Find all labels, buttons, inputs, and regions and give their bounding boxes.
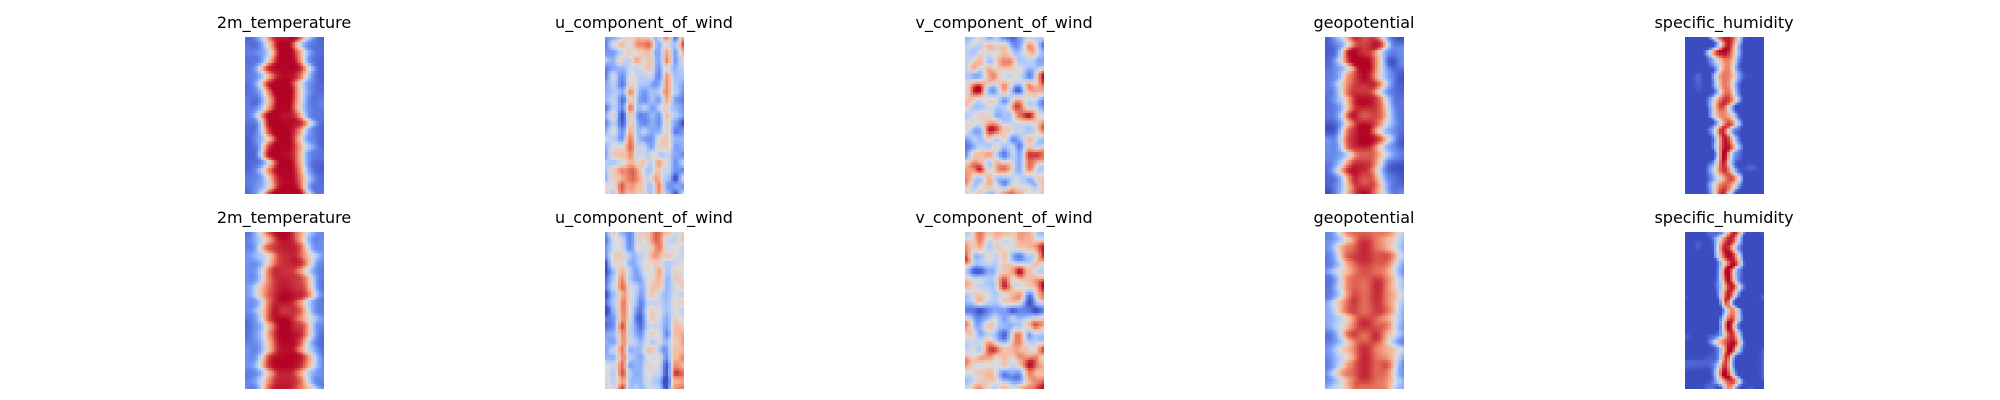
panel-title: specific_humidity: [1654, 208, 1794, 227]
field-heatmap: [245, 232, 324, 389]
field-heatmap: [1325, 37, 1404, 194]
field-heatmap: [605, 232, 684, 389]
field-heatmap: [245, 37, 324, 194]
panel-title: v_component_of_wind: [915, 13, 1093, 32]
panel-title: u_component_of_wind: [555, 13, 733, 32]
field-heatmap: [1685, 232, 1764, 389]
panel-title: 2m_temperature: [216, 13, 352, 32]
panel-title: geopotential: [1313, 208, 1415, 227]
panel-title: specific_humidity: [1654, 13, 1794, 32]
field-heatmap: [605, 37, 684, 194]
field-heatmap: [965, 232, 1044, 389]
field-heatmap: [1325, 232, 1404, 389]
panel-title: 2m_temperature: [216, 208, 352, 227]
panel-title: v_component_of_wind: [915, 208, 1093, 227]
field-heatmap: [965, 37, 1044, 194]
panel-title: u_component_of_wind: [555, 208, 733, 227]
panel-title: geopotential: [1313, 13, 1415, 32]
field-heatmap: [1685, 37, 1764, 194]
